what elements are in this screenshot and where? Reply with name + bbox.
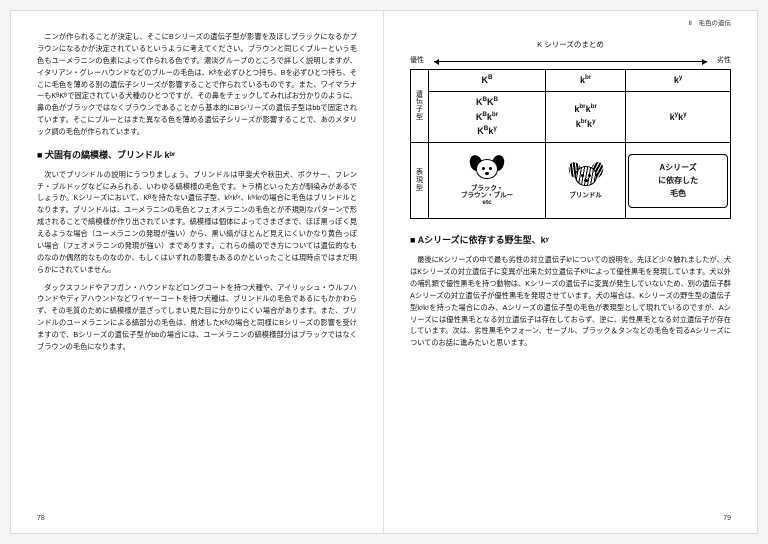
page-number-left: 78 [37,513,45,525]
dog-icon-brindle [569,162,603,190]
book-spread: ニンが作られることが決定し、そこにBシリーズの遺伝子型が影響を及ぼしブラックにな… [10,10,758,534]
page-left: ニンが作られることが決定し、そこにBシリーズの遺伝子型が影響を及ぼしブラックにな… [11,11,384,533]
allele-kbr: kbr [546,69,626,91]
phenotype-a-series: Aシリーズ に依存した 毛色 [626,143,731,219]
genotype-ky-col: kyky [626,91,731,143]
dog-icon-black [470,155,504,183]
pheno-label-black: ブラック・ブラウン・ブルーetc [431,185,543,206]
allele-KB: KB [429,69,546,91]
axis-recessive: 劣性 [717,55,731,67]
phenotype-brindle: ブリンドル [546,143,626,219]
genotype-kbr-col: kbrkbrkbrky [546,91,626,143]
axis-arrow [434,61,707,62]
dominance-axis: 優性 劣性 [410,55,731,67]
page-number-right: 79 [723,513,731,525]
row-label-genotype: 遺伝子型 [411,69,429,142]
heading-a-series: Aシリーズに依存する野生型、kʸ [410,233,731,248]
para-3: ダックスフンドやアフガン・ハウンドなどロングコートを持つ犬種や、アイリッシュ・ウ… [37,282,357,353]
phenotype-black: ブラック・ブラウン・ブルーetc [429,143,546,219]
para-2: 次いでブリンドルの説明にうつりましょう。ブリンドルは甲斐犬や秋田犬、ボクサー、フ… [37,169,357,276]
row-label-phenotype: 表現型 [411,143,429,219]
page-right: Ⅱ 毛色の遺伝 K シリーズのまとめ 優性 劣性 遺伝子型 KB kbr ky … [384,11,757,533]
heading-brindle: 犬固有の縞模様、ブリンドル kᵇʳ [37,148,357,163]
k-series-table: 遺伝子型 KB kbr ky KBKBKBkbrKBky kbrkbrkbrky… [410,69,731,219]
table-title: K シリーズのまとめ [410,39,731,51]
genotype-KB-col: KBKBKBkbrKBky [429,91,546,143]
allele-ky: ky [626,69,731,91]
axis-dominant: 優性 [410,55,424,67]
pheno-label-brindle: ブリンドル [548,192,623,199]
para-4: 最後にKシリーズの中で最も劣性の対立遺伝子kʸについての説明を。先ほど少々触れま… [410,254,731,349]
para-1: ニンが作られることが決定し、そこにBシリーズの遺伝子型が影響を及ぼしブラックにな… [37,31,357,138]
running-head: Ⅱ 毛色の遺伝 [689,19,731,30]
a-series-box: Aシリーズ に依存した 毛色 [628,154,728,208]
